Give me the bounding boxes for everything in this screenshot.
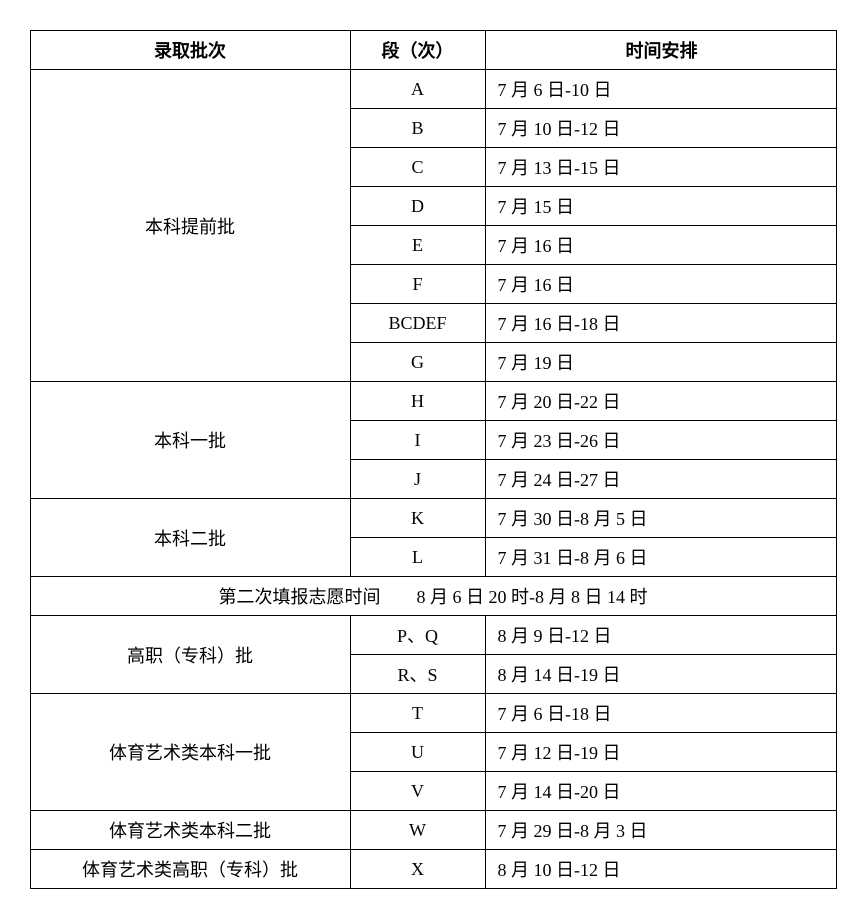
schedule-cell: 7 月 12 日-19 日 <box>485 733 836 772</box>
segment-cell: G <box>350 343 485 382</box>
segment-cell: BCDEF <box>350 304 485 343</box>
segment-cell: A <box>350 70 485 109</box>
schedule-cell: 7 月 20 日-22 日 <box>485 382 836 421</box>
header-batch: 录取批次 <box>30 31 350 70</box>
admission-schedule-table: 录取批次 段（次） 时间安排 本科提前批 A 7 月 6 日-10 日 B 7 … <box>30 30 837 889</box>
segment-cell: D <box>350 187 485 226</box>
spanning-note-row: 第二次填报志愿时间 8 月 6 日 20 时-8 月 8 日 14 时 <box>30 577 836 616</box>
header-segment: 段（次） <box>350 31 485 70</box>
batch-cell: 本科提前批 <box>30 70 350 382</box>
schedule-cell: 7 月 16 日 <box>485 226 836 265</box>
batch-cell: 体育艺术类高职（专科）批 <box>30 850 350 889</box>
segment-cell: H <box>350 382 485 421</box>
schedule-cell: 7 月 24 日-27 日 <box>485 460 836 499</box>
schedule-cell: 7 月 16 日 <box>485 265 836 304</box>
schedule-cell: 7 月 19 日 <box>485 343 836 382</box>
schedule-cell: 7 月 30 日-8 月 5 日 <box>485 499 836 538</box>
batch-cell: 体育艺术类本科一批 <box>30 694 350 811</box>
segment-cell: B <box>350 109 485 148</box>
header-schedule: 时间安排 <box>485 31 836 70</box>
segment-cell: T <box>350 694 485 733</box>
schedule-cell: 7 月 29 日-8 月 3 日 <box>485 811 836 850</box>
segment-cell: J <box>350 460 485 499</box>
table-row: 体育艺术类本科一批 T 7 月 6 日-18 日 <box>30 694 836 733</box>
segment-cell: I <box>350 421 485 460</box>
segment-cell: X <box>350 850 485 889</box>
schedule-cell: 8 月 10 日-12 日 <box>485 850 836 889</box>
segment-cell: K <box>350 499 485 538</box>
schedule-cell: 7 月 6 日-18 日 <box>485 694 836 733</box>
schedule-cell: 7 月 16 日-18 日 <box>485 304 836 343</box>
batch-cell: 高职（专科）批 <box>30 616 350 694</box>
schedule-cell: 7 月 31 日-8 月 6 日 <box>485 538 836 577</box>
schedule-cell: 8 月 14 日-19 日 <box>485 655 836 694</box>
segment-cell: V <box>350 772 485 811</box>
segment-cell: F <box>350 265 485 304</box>
table-row: 体育艺术类本科二批 W 7 月 29 日-8 月 3 日 <box>30 811 836 850</box>
schedule-cell: 7 月 6 日-10 日 <box>485 70 836 109</box>
segment-cell: R、S <box>350 655 485 694</box>
table-row: 本科二批 K 7 月 30 日-8 月 5 日 <box>30 499 836 538</box>
batch-cell: 本科二批 <box>30 499 350 577</box>
schedule-cell: 8 月 9 日-12 日 <box>485 616 836 655</box>
segment-cell: U <box>350 733 485 772</box>
schedule-cell: 7 月 15 日 <box>485 187 836 226</box>
segment-cell: W <box>350 811 485 850</box>
segment-cell: L <box>350 538 485 577</box>
segment-cell: P、Q <box>350 616 485 655</box>
table-row: 高职（专科）批 P、Q 8 月 9 日-12 日 <box>30 616 836 655</box>
table-header-row: 录取批次 段（次） 时间安排 <box>30 31 836 70</box>
spanning-note-cell: 第二次填报志愿时间 8 月 6 日 20 时-8 月 8 日 14 时 <box>30 577 836 616</box>
batch-cell: 体育艺术类本科二批 <box>30 811 350 850</box>
batch-cell: 本科一批 <box>30 382 350 499</box>
table-row: 体育艺术类高职（专科）批 X 8 月 10 日-12 日 <box>30 850 836 889</box>
schedule-cell: 7 月 13 日-15 日 <box>485 148 836 187</box>
segment-cell: E <box>350 226 485 265</box>
table-row: 本科提前批 A 7 月 6 日-10 日 <box>30 70 836 109</box>
schedule-cell: 7 月 10 日-12 日 <box>485 109 836 148</box>
schedule-cell: 7 月 14 日-20 日 <box>485 772 836 811</box>
segment-cell: C <box>350 148 485 187</box>
table-row: 本科一批 H 7 月 20 日-22 日 <box>30 382 836 421</box>
schedule-cell: 7 月 23 日-26 日 <box>485 421 836 460</box>
